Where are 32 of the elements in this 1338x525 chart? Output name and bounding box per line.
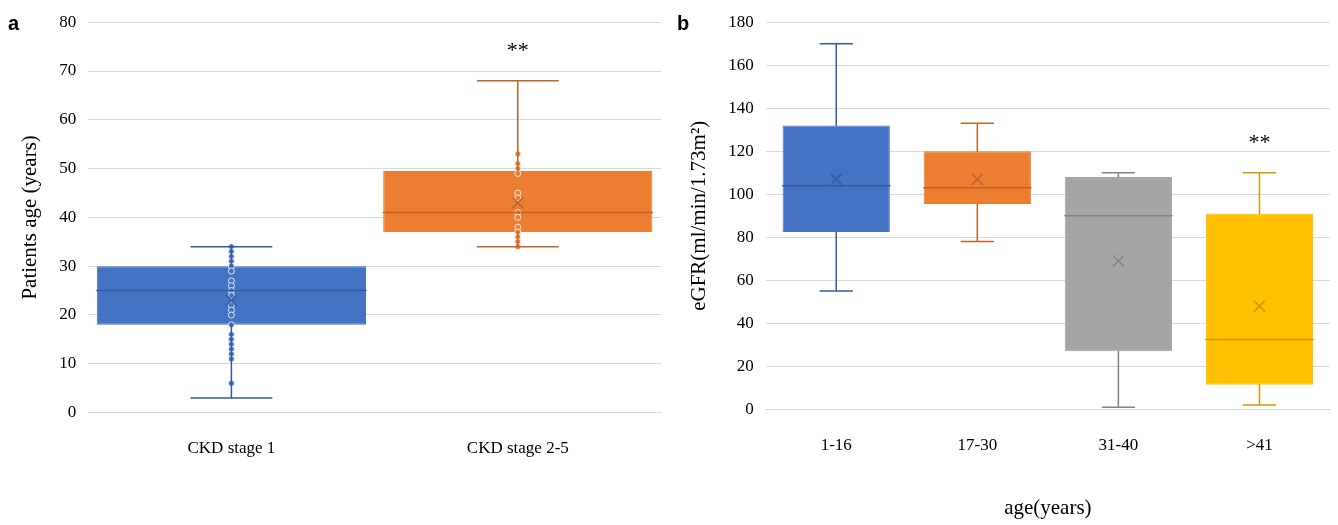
annotation: ** bbox=[1248, 128, 1271, 154]
y-axis-title: Patients age (years) bbox=[17, 135, 42, 300]
y-tick-label: 120 bbox=[728, 140, 754, 160]
y-tick-label: 70 bbox=[59, 60, 77, 80]
y-tick-label: 180 bbox=[728, 11, 754, 31]
x-tick-label: CKD stage 2-5 bbox=[466, 438, 569, 458]
y-tick-label: 60 bbox=[59, 109, 77, 129]
chart-title: b bbox=[677, 11, 690, 34]
y-tick-label: 0 bbox=[745, 398, 754, 418]
y-tick-label: 80 bbox=[736, 226, 754, 246]
x-tick-label: CKD stage 1 bbox=[187, 438, 276, 458]
y-tick-label: 60 bbox=[736, 269, 754, 289]
y-tick-label: 50 bbox=[59, 158, 77, 178]
annotation: ** bbox=[506, 36, 529, 62]
y-tick-label: 140 bbox=[728, 97, 754, 117]
y-tick-label: 20 bbox=[59, 304, 77, 324]
x-axis-title: age(years) bbox=[1004, 494, 1092, 519]
x-tick-label: 31-40 bbox=[1098, 435, 1139, 455]
x-tick-label: 1-16 bbox=[820, 435, 852, 455]
chart-title: a bbox=[8, 11, 20, 34]
y-tick-label: 40 bbox=[736, 312, 754, 332]
y-tick-label: 100 bbox=[728, 183, 754, 203]
y-tick-label: 20 bbox=[736, 355, 754, 375]
x-tick-label: >41 bbox=[1246, 435, 1273, 455]
y-tick-label: 80 bbox=[59, 11, 77, 31]
y-tick-label: 40 bbox=[59, 206, 77, 226]
x-tick-label: 17-30 bbox=[957, 435, 998, 455]
y-tick-label: 160 bbox=[728, 54, 754, 74]
y-axis-title: eGFR(ml/min/1.73m²) bbox=[686, 120, 711, 311]
y-tick-label: 30 bbox=[59, 255, 77, 275]
y-tick-label: 0 bbox=[67, 402, 77, 422]
y-tick-label: 10 bbox=[59, 353, 77, 373]
